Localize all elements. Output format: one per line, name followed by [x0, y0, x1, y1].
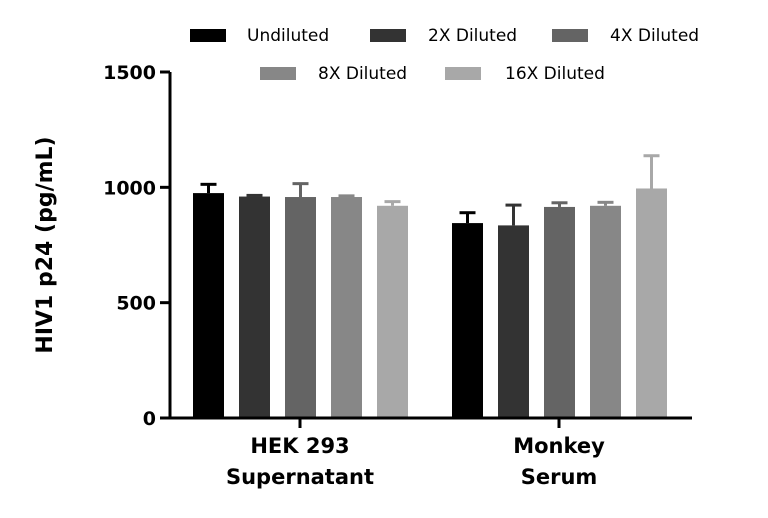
y-ticks: 0 500 1000 1500 — [103, 62, 170, 430]
legend-swatch — [552, 29, 588, 42]
legend-swatch — [190, 29, 226, 42]
legend-swatch — [370, 29, 406, 42]
legend: Undiluted 2X Diluted 4X Diluted 8X Diluted 1… — [190, 26, 699, 84]
y-tick-label: 0 — [143, 408, 156, 430]
legend-swatch — [260, 67, 296, 80]
y-tick-label: 500 — [116, 293, 156, 315]
legend-label: 16X Diluted — [505, 64, 605, 84]
bar — [636, 188, 667, 418]
legend-label: 8X Diluted — [318, 64, 407, 84]
y-tick-label: 1500 — [103, 62, 156, 84]
bar — [239, 196, 270, 418]
y-tick-label: 1000 — [103, 177, 156, 199]
bar — [331, 197, 362, 418]
bar — [193, 193, 224, 418]
x-category-label: Supernatant — [226, 465, 374, 489]
bar — [452, 223, 483, 418]
legend-label: Undiluted — [247, 26, 329, 46]
bars-layer — [193, 154, 667, 418]
x-category-label: Monkey — [513, 434, 605, 458]
y-axis-label: HIV1 p24 (pg/mL) — [33, 136, 58, 353]
bar — [498, 225, 529, 418]
bar — [590, 205, 621, 418]
legend-label: 2X Diluted — [428, 26, 517, 46]
x-category-label: Serum — [521, 465, 598, 489]
bar — [285, 197, 316, 418]
legend-swatch — [445, 67, 481, 80]
x-category-labels: HEK 293 Supernatant Monkey Serum — [226, 418, 605, 489]
bar — [377, 205, 408, 418]
x-category-label: HEK 293 — [250, 434, 349, 458]
bar — [544, 206, 575, 418]
legend-label: 4X Diluted — [610, 26, 699, 46]
axes-layer — [168, 72, 692, 420]
